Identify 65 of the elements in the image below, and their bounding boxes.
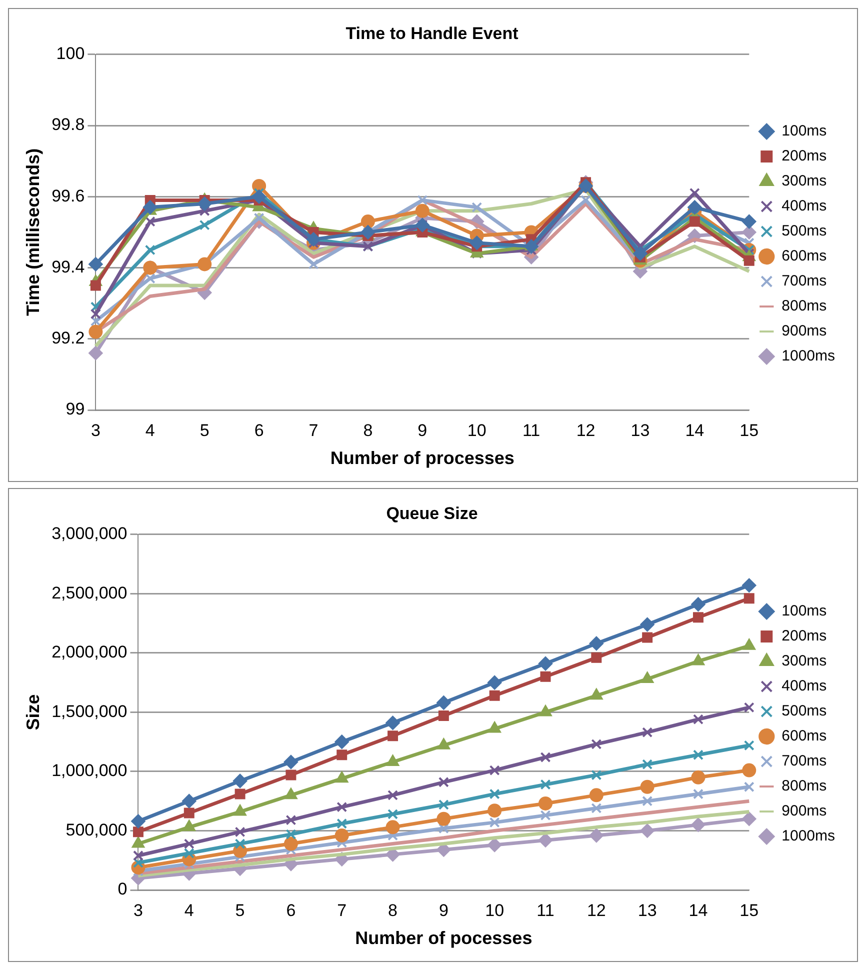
x-axis-title: Number of pocesses: [355, 928, 532, 948]
y-tick-label: 99.2: [52, 328, 85, 348]
legend-label: 100ms: [782, 602, 827, 620]
legend-label: 800ms: [782, 298, 827, 315]
x-axis-title: Number of processes: [330, 448, 514, 468]
y-tick-label: 3,000,000: [52, 524, 128, 544]
y-axis-title: Size: [22, 694, 43, 730]
x-tick-label: 9: [418, 420, 428, 440]
x-tick-label: 8: [363, 420, 373, 440]
x-tick-label: 15: [740, 420, 759, 440]
x-tick-label: 12: [586, 900, 606, 920]
x-tick-label: 6: [254, 420, 264, 440]
x-tick-label: 3: [90, 420, 100, 440]
x-tick-label: 3: [133, 900, 143, 920]
y-tick-label: 1,000,000: [52, 761, 128, 780]
legend-label: 300ms: [782, 652, 827, 670]
x-tick-label: 15: [740, 900, 759, 920]
x-tick-label: 6: [286, 900, 296, 920]
x-tick-label: 12: [576, 420, 596, 440]
y-tick-label: 0: [118, 880, 128, 899]
x-tick-label: 4: [184, 900, 194, 920]
x-tick-label: 13: [638, 900, 657, 920]
legend-label: 300ms: [782, 172, 827, 190]
legend-label: 900ms: [782, 802, 827, 820]
x-tick-label: 5: [235, 900, 245, 920]
legend-label: 600ms: [782, 728, 827, 745]
legend-label: 900ms: [782, 322, 827, 340]
y-tick-label: 500,000: [66, 820, 128, 840]
x-tick-label: 14: [685, 420, 704, 440]
x-tick-label: 7: [308, 420, 318, 440]
y-tick-label: 99.8: [52, 115, 85, 134]
x-tick-label: 10: [467, 420, 486, 440]
legend-label: 700ms: [782, 272, 827, 290]
y-tick-label: 1,500,000: [52, 702, 128, 721]
x-tick-label: 13: [630, 420, 650, 440]
x-tick-label: 11: [536, 900, 554, 920]
chart-title: Time to Handle Event: [346, 24, 519, 43]
x-tick-label: 5: [200, 420, 210, 440]
x-tick-label: 8: [388, 900, 398, 920]
legend-label: 400ms: [782, 198, 827, 215]
y-tick-label: 99.6: [52, 186, 85, 206]
y-tick-label: 100: [56, 44, 85, 64]
legend-label: 400ms: [782, 678, 827, 695]
x-tick-label: 7: [337, 900, 347, 920]
legend-label: 100ms: [782, 122, 827, 140]
legend-label: 200ms: [782, 148, 827, 165]
chart-title: Queue Size: [386, 504, 478, 523]
legend-label: 1000ms: [782, 348, 836, 365]
y-axis-title: Time (milliseconds): [22, 148, 43, 316]
x-tick-label: 4: [145, 420, 155, 440]
legend-label: 200ms: [782, 628, 827, 645]
legend-label: 1000ms: [782, 828, 836, 845]
legend-label: 500ms: [782, 222, 827, 240]
y-tick-label: 99.4: [52, 257, 85, 276]
y-tick-label: 99: [66, 400, 85, 419]
x-tick-label: 9: [438, 900, 448, 920]
x-tick-label: 11: [522, 420, 540, 440]
x-tick-label: 14: [688, 900, 708, 920]
y-tick-label: 2,500,000: [52, 583, 128, 602]
y-tick-label: 2,000,000: [52, 642, 128, 662]
legend-label: 600ms: [782, 248, 827, 265]
x-tick-label: 10: [485, 900, 504, 920]
legend-label: 500ms: [782, 702, 827, 720]
legend-label: 700ms: [782, 752, 827, 770]
legend-label: 800ms: [782, 778, 827, 795]
